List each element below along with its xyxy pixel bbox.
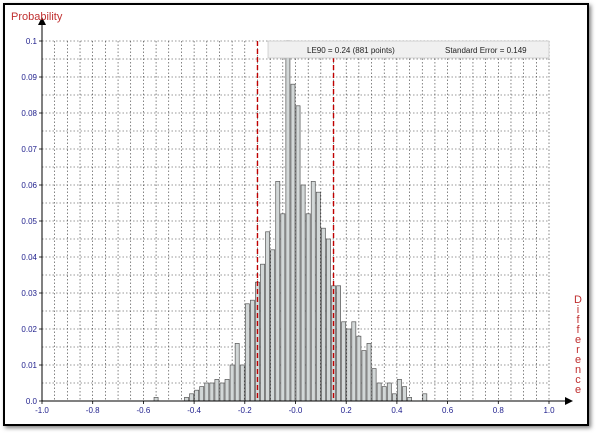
histogram-bar xyxy=(295,105,301,402)
histogram-bar xyxy=(366,343,372,402)
x-axis-title-letter: e xyxy=(575,384,581,396)
histogram-bar xyxy=(275,181,281,402)
x-axis-title-letter: f xyxy=(576,314,580,326)
histogram-bar xyxy=(229,364,235,402)
tick-labels: -1.0 -0.8 -0.6 -0.4 -0.2 -0.0 0.2 0.4 0.6 0.8 1.0 0… xyxy=(21,37,555,415)
y-tick-label: 0.02 xyxy=(21,325,37,334)
histogram-bar xyxy=(280,213,286,402)
y-axis-title: Probability xyxy=(11,11,63,23)
x-axis-arrow xyxy=(565,397,573,405)
histogram-bar xyxy=(184,397,189,402)
histogram-bar xyxy=(234,343,240,402)
histogram-bar xyxy=(270,249,276,402)
x-tick-label: 0.6 xyxy=(442,406,454,415)
x-axis-title-letter: e xyxy=(575,334,581,346)
histogram-bar xyxy=(397,379,402,402)
histogram-bar xyxy=(391,393,397,402)
histogram-bar xyxy=(199,386,205,402)
y-tick-label: 0.05 xyxy=(21,217,37,226)
histogram-bar xyxy=(214,379,220,402)
x-tick-label: 0.8 xyxy=(493,406,505,415)
histogram-bar xyxy=(305,213,311,402)
histogram-bar xyxy=(250,299,255,402)
histogram-chart: -1.0 -0.8 -0.6 -0.4 -0.2 -0.0 0.2 0.4 0.6 0.8 1.0 0… xyxy=(11,11,582,415)
y-tick-label: 0.01 xyxy=(21,361,37,370)
x-axis-title-letter: i xyxy=(577,304,579,316)
histogram-bar xyxy=(194,389,200,402)
histogram-bar xyxy=(361,350,367,402)
le90-lines xyxy=(256,41,335,401)
stats-box xyxy=(267,40,550,59)
le90-annotation: LE90 = 0.24 (881 points) xyxy=(307,46,395,55)
histogram-bar xyxy=(239,364,245,402)
histogram-bar xyxy=(336,285,341,402)
histogram-bar xyxy=(356,335,362,402)
histogram-bar xyxy=(315,191,321,402)
x-axis-title-letter: r xyxy=(576,344,580,356)
histogram-bar xyxy=(321,227,326,402)
histogram-bar xyxy=(224,379,230,402)
histogram-bar xyxy=(407,397,412,402)
histogram-bar xyxy=(402,386,407,402)
histogram-bar xyxy=(381,386,387,402)
histogram-bar xyxy=(189,393,194,402)
histogram-bar xyxy=(209,382,215,402)
y-tick-label: 0.08 xyxy=(21,109,37,118)
histogram-bar xyxy=(326,238,331,402)
histogram-bar xyxy=(219,382,225,402)
histogram-bar xyxy=(341,321,347,402)
y-tick-label: 0.07 xyxy=(21,145,37,154)
histogram-bar xyxy=(204,382,210,402)
histogram-bar xyxy=(331,285,336,402)
x-tick-label: -0.8 xyxy=(86,406,100,415)
x-tick-label: -1.0 xyxy=(35,406,49,415)
x-tick-label: 0.2 xyxy=(341,406,353,415)
x-tick-label: -0.4 xyxy=(187,406,201,415)
x-axis-title-letter: n xyxy=(575,364,581,376)
histogram-bar xyxy=(265,231,270,402)
x-tick-label: 0.4 xyxy=(391,406,403,415)
histogram-bar xyxy=(422,393,428,402)
histogram-bar xyxy=(290,83,296,402)
x-tick-label: -0.0 xyxy=(289,406,303,415)
y-tick-label: 0.09 xyxy=(21,73,37,82)
y-tick-label: 0.03 xyxy=(21,289,37,298)
histogram-bar xyxy=(386,382,392,402)
standard-error-annotation: Standard Error = 0.149 xyxy=(445,46,527,55)
y-tick-label: 0.06 xyxy=(21,181,37,190)
histogram-bar xyxy=(153,397,159,402)
y-tick-label: 0.04 xyxy=(21,253,37,262)
grid xyxy=(41,40,550,402)
chart-frame: -1.0 -0.8 -0.6 -0.4 -0.2 -0.0 0.2 0.4 0.6 0.8 1.0 0… xyxy=(3,3,589,426)
x-axis-title-letter: e xyxy=(575,354,581,366)
histogram-bar xyxy=(300,184,306,402)
x-axis-title-letter: D xyxy=(574,294,582,306)
histogram-bar xyxy=(260,263,265,402)
histogram-bar xyxy=(371,368,377,402)
x-axis-title-letter: f xyxy=(576,324,580,336)
y-tick-label: 0.0 xyxy=(26,397,38,406)
histogram-bar xyxy=(244,303,250,402)
y-tick-label: 0.1 xyxy=(26,37,38,46)
histogram-bar xyxy=(346,328,352,402)
x-tick-label: -0.2 xyxy=(238,406,252,415)
x-tick-label: -0.6 xyxy=(137,406,151,415)
histogram-bar xyxy=(351,321,357,402)
x-tick-label: 1.0 xyxy=(543,406,555,415)
histogram-bar xyxy=(285,40,291,402)
y-axis-arrow xyxy=(38,17,46,25)
x-axis-title-letter: c xyxy=(575,374,581,386)
axes xyxy=(38,17,573,405)
histogram-bar xyxy=(376,382,382,402)
histogram-bar xyxy=(310,181,316,402)
